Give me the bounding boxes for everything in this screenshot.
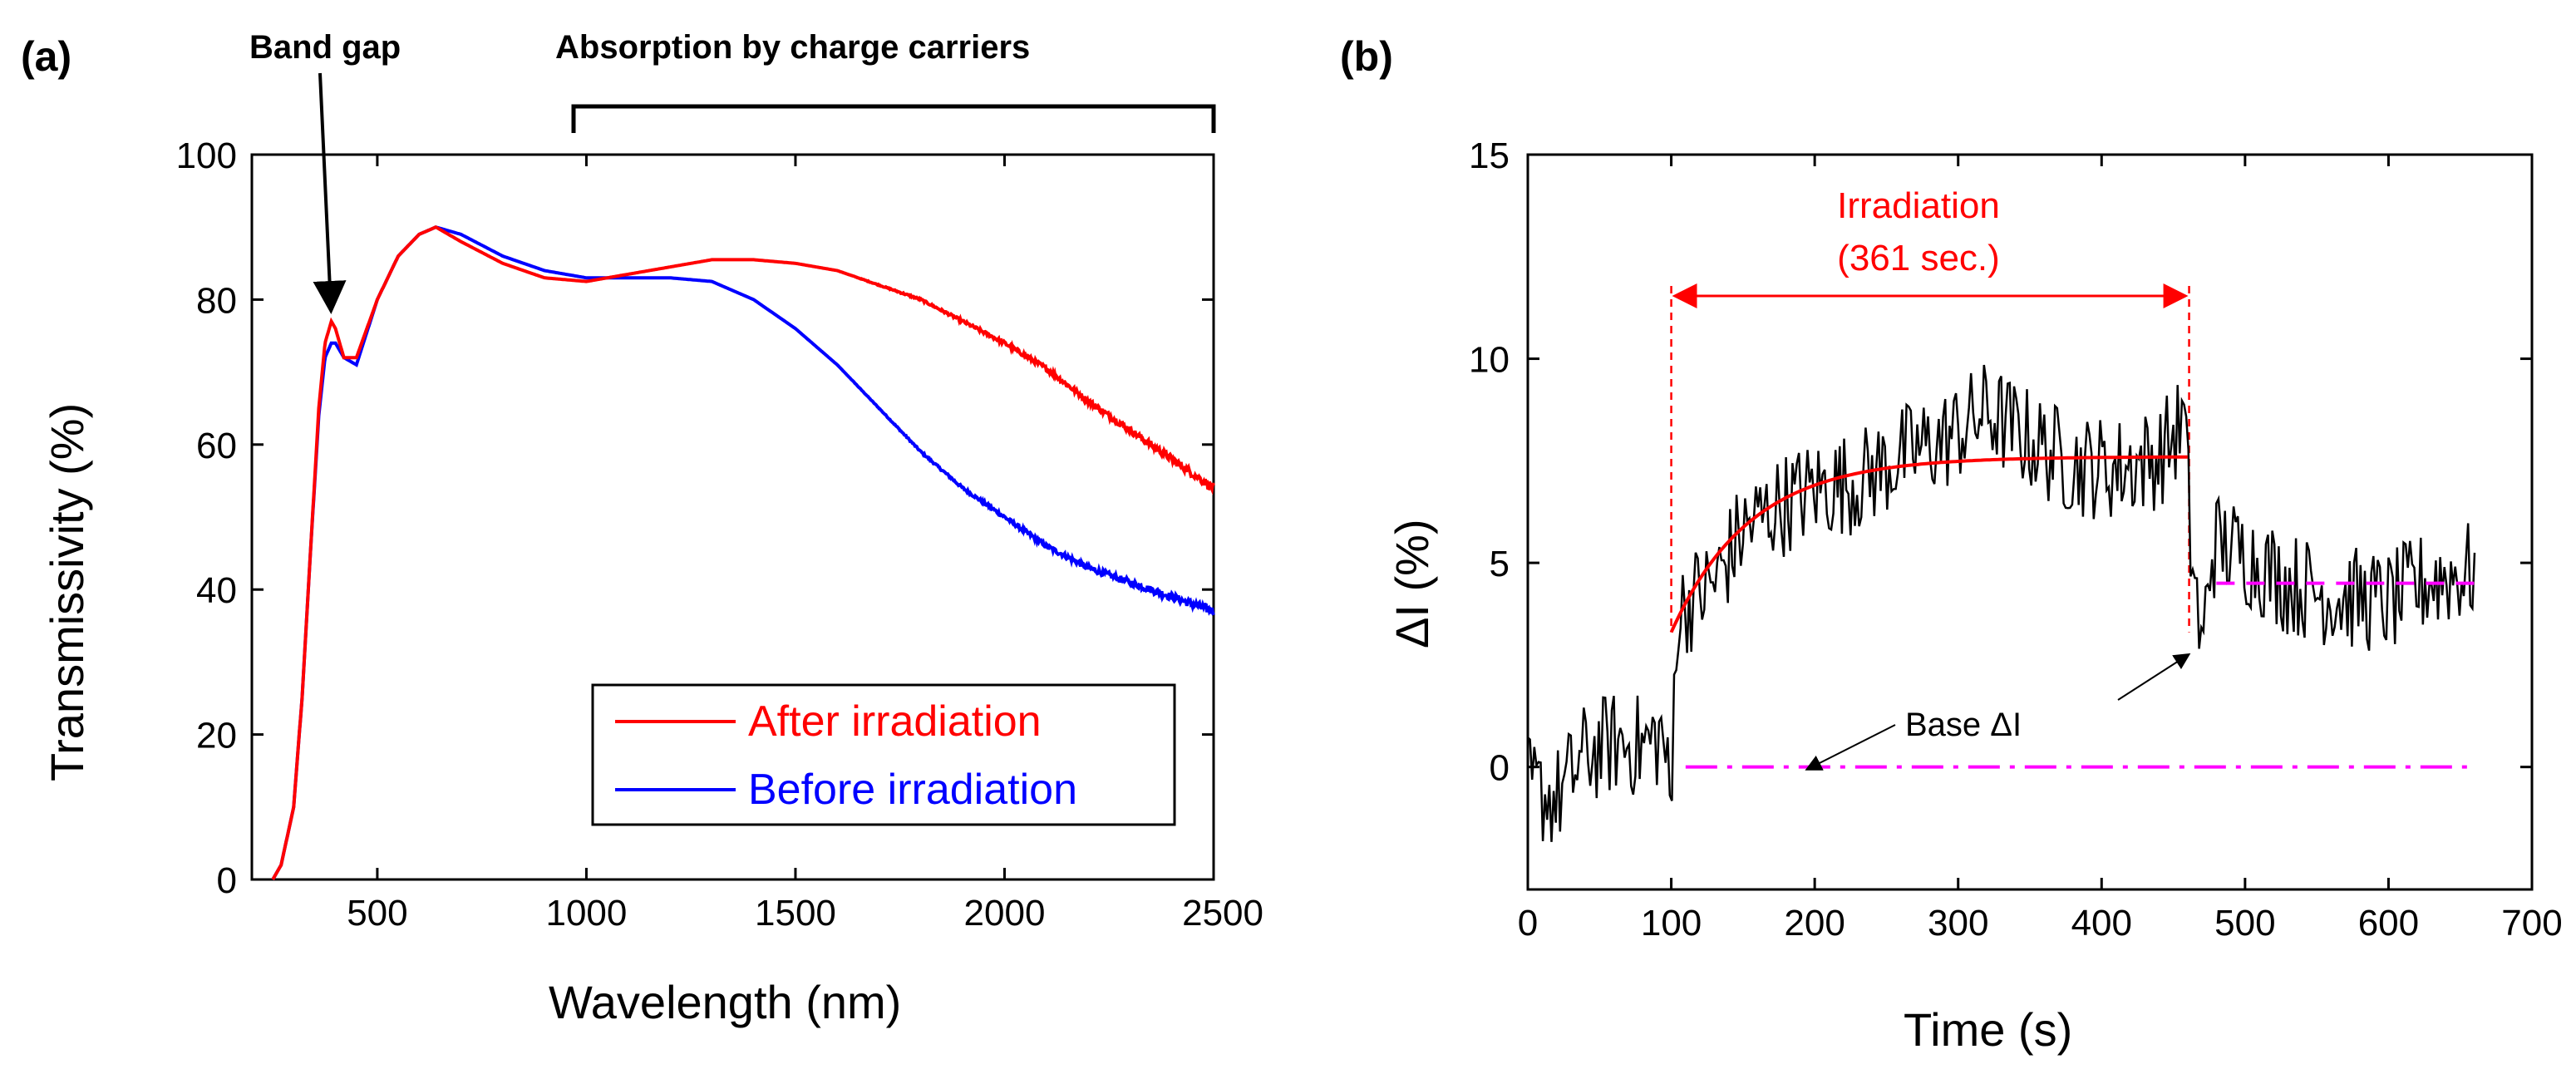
x-tick-label: 500 (2214, 903, 2275, 943)
y-tick-label: 20 (196, 716, 237, 756)
x-tick-label: 1000 (545, 893, 627, 934)
x-tick-label: 100 (1641, 903, 1702, 943)
legend-before-label: Before irradiation (748, 766, 1077, 814)
y-axis-title-b: ΔI (%) (1386, 519, 1438, 648)
irradiation-duration-label: (361 sec.) (1837, 238, 2000, 278)
panel-a-label: (a) (21, 33, 71, 80)
x-axis-title-b: Time (s) (1904, 1003, 2072, 1056)
x-tick-label: 300 (1928, 903, 1988, 943)
x-axis-title-a: Wavelength (nm) (549, 976, 901, 1028)
y-tick-label: 60 (196, 426, 237, 466)
series-group-b (1527, 283, 2476, 842)
irradiation-label: Irradiation (1837, 185, 2000, 226)
y-tick-label: 80 (196, 280, 237, 321)
x-tick-label: 200 (1784, 903, 1845, 943)
y-tick-label: 15 (1469, 135, 1510, 176)
x-tick-label: 700 (2501, 903, 2562, 943)
x-tick-label: 0 (1518, 903, 1538, 943)
panel-a: (a) Band gap Absorption by charge carrie… (21, 29, 1263, 1028)
delta-i-signal-line (1527, 364, 2476, 842)
x-tick-label: 600 (2358, 903, 2419, 943)
x-tick-label: 2000 (964, 893, 1046, 934)
legend-a: After irradiation Before irradiation (591, 683, 1176, 826)
x-tick-label: 2500 (1182, 893, 1263, 934)
legend-after-label: After irradiation (748, 697, 1042, 746)
base-arrow-lower (1805, 724, 1896, 771)
series-after-line (271, 224, 1215, 881)
y-tick-label: 40 (196, 570, 237, 611)
y-tick-label: 100 (176, 135, 237, 176)
series-group-a (271, 224, 1215, 881)
y-tick-label: 5 (1490, 544, 1510, 584)
y-tick-label: 0 (217, 860, 237, 901)
y-tick-label: 0 (1490, 748, 1510, 789)
exponential-fit-line (1669, 455, 2188, 633)
axis-ticks-b: 0 100 200 300 400 500 600 700 0 5 10 15 (1469, 135, 2563, 943)
y-axis-title-a: Transmissivity (%) (41, 403, 93, 781)
panel-b: (b) 0 100 200 300 400 500 600 700 0 5 10 15 Irradia… (1340, 33, 2563, 1056)
absorption-bracket (571, 104, 1216, 133)
axis-ticks-a: 500 1000 1500 2000 2500 0 20 40 60 80 100 (176, 135, 1263, 934)
x-tick-label: 1500 (755, 893, 836, 934)
band-gap-arrow (313, 72, 347, 314)
x-tick-label: 500 (347, 893, 407, 934)
band-gap-annotation: Band gap (249, 29, 401, 66)
base-delta-label: Base ΔI (1905, 707, 2022, 743)
legend-box (591, 683, 1176, 826)
x-tick-label: 400 (2071, 903, 2132, 943)
absorption-annotation: Absorption by charge carriers (555, 29, 1030, 66)
plot-area-b (1526, 153, 2534, 891)
plot-area-a (250, 153, 1215, 881)
base-arrow-upper (2117, 653, 2191, 701)
y-tick-label: 10 (1469, 340, 1510, 381)
panel-b-label: (b) (1340, 33, 1393, 80)
